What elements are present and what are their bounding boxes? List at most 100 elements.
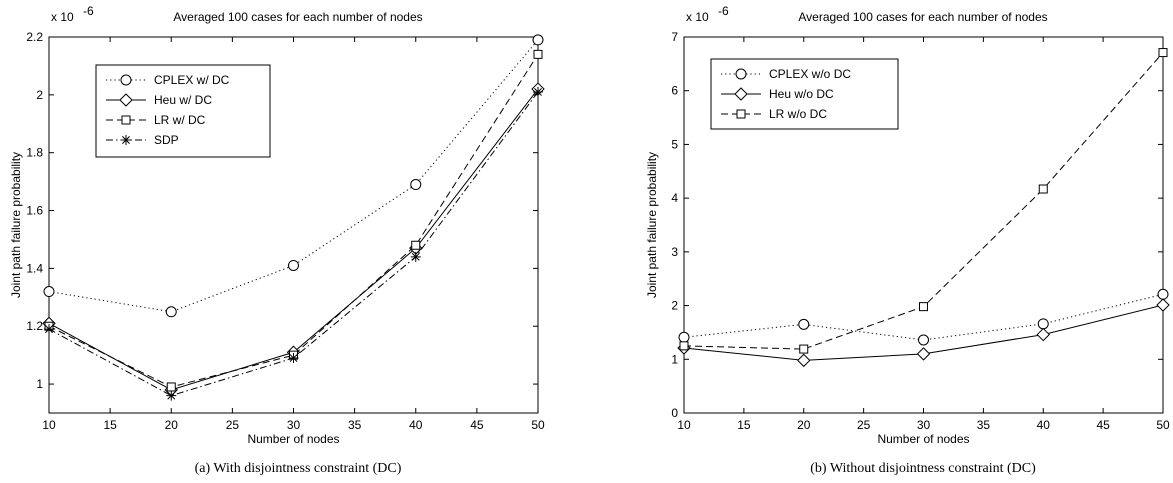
- data-point-cplex-w-o-dc-40: [1037, 318, 1049, 330]
- x-tick-label: 25: [226, 418, 240, 432]
- series-lr-w-o-dc: [679, 48, 1168, 354]
- x-tick-label: 50: [1156, 418, 1170, 432]
- data-point-sdp-50: [533, 86, 543, 97]
- y-axis: 1 1.2 1.4 1.6 1.8 2 2.2: [26, 30, 538, 391]
- y-tick-label: 4: [671, 191, 678, 205]
- data-point-lr-w-o-dc-50: [1158, 48, 1168, 58]
- data-point-cplex-w-o-dc-20: [798, 318, 810, 330]
- x-axis-label: Number of nodes: [247, 432, 339, 446]
- data-point-lr-w-dc-20: [166, 382, 176, 392]
- y-tick-label: 3: [671, 245, 678, 259]
- legend-label: LR w/o DC: [769, 107, 827, 121]
- x-tick-label: 10: [42, 418, 56, 432]
- y-exponent-label: -6: [718, 4, 729, 18]
- x-tick-label: 50: [531, 418, 545, 432]
- legend-marker-cplex-w-o-dc: [735, 68, 747, 80]
- y-tick-label: 2.2: [26, 30, 43, 44]
- legend: CPLEX w/ DC Heu w/ DC LR w/ DC SDP: [95, 64, 271, 158]
- data-point-sdp-30: [288, 353, 299, 364]
- data-point-cplex-w-dc-40: [410, 179, 422, 191]
- x-tick-label: 20: [797, 418, 811, 432]
- x-tick-label: 30: [917, 418, 931, 432]
- legend-label: SDP: [154, 133, 179, 147]
- data-point-lr-w-dc-40: [411, 240, 421, 250]
- legend-label: CPLEX w/ DC: [154, 73, 230, 87]
- x-tick-label: 20: [165, 418, 179, 432]
- y-axis-label: Joint path failure probability: [645, 152, 659, 298]
- y-tick-label: 1: [36, 377, 43, 391]
- data-point-lr-w-o-dc-10: [679, 341, 689, 351]
- legend-label: CPLEX w/o DC: [769, 67, 851, 81]
- y-tick-label: 2: [671, 299, 678, 313]
- data-point-lr-w-o-dc-30: [919, 302, 928, 312]
- figure-caption: (b) Without disjointness constraint (DC): [810, 461, 1036, 476]
- data-point-lr-w-dc-50: [533, 49, 543, 59]
- x-tick-label: 45: [470, 418, 484, 432]
- x-tick-label: 25: [857, 418, 871, 432]
- x-axis-label: Number of nodes: [877, 432, 969, 446]
- y-axis: 0 1 2 3 4 5 6 7: [671, 30, 1163, 420]
- y-exponent-label: -6: [83, 4, 94, 18]
- data-point-sdp-20: [166, 390, 177, 401]
- x-tick-label: 45: [1096, 418, 1110, 432]
- legend: CPLEX w/o DC Heu w/o DC LR w/o DC: [710, 58, 899, 130]
- y-tick-label: 1.4: [26, 261, 43, 275]
- y-tick-label: 1.2: [26, 319, 43, 333]
- series-cplex-w-dc: [43, 34, 544, 318]
- data-point-lr-w-o-dc-20: [799, 344, 809, 354]
- legend-marker-heu-w-o-dc: [734, 87, 748, 101]
- series-sdp: [44, 86, 543, 401]
- data-point-cplex-w-dc-20: [165, 306, 177, 318]
- y-multiplier-label: x 10: [686, 10, 709, 24]
- legend-label: Heu w/o DC: [769, 87, 834, 101]
- x-axis: 10 15 20 25 30 35 40 45 50: [677, 37, 1170, 432]
- y-tick-label: 6: [671, 84, 678, 98]
- legend-marker-heu-w-dc: [119, 93, 133, 107]
- data-point-heu-w-o-dc-40: [1036, 327, 1050, 342]
- chart-title: Averaged 100 cases for each number of no…: [173, 10, 422, 24]
- legend-marker-lr-w-o-dc: [736, 109, 746, 119]
- legend-marker-cplex-w-dc: [120, 74, 132, 86]
- x-tick-label: 10: [677, 418, 691, 432]
- series-line-cplex-w-o-dc: [683, 293, 1164, 341]
- y-tick-label: 7: [671, 30, 678, 44]
- x-tick-label: 15: [737, 418, 751, 432]
- data-point-cplex-w-dc-50: [532, 34, 544, 46]
- data-point-cplex-w-o-dc-30: [918, 334, 929, 346]
- y-tick-label: 1.6: [26, 204, 43, 218]
- data-point-heu-w-o-dc-20: [797, 353, 811, 368]
- data-point-heu-w-o-dc-50: [1156, 298, 1170, 312]
- data-point-sdp-10: [44, 324, 54, 335]
- legend-marker-lr-w-dc: [121, 115, 131, 125]
- data-point-sdp-40: [410, 251, 421, 262]
- chart-title: Averaged 100 cases for each number of no…: [798, 10, 1047, 24]
- x-tick-label: 30: [287, 418, 301, 432]
- series-heu-w-o-dc: [677, 298, 1170, 368]
- data-point-cplex-w-dc-30: [288, 259, 299, 271]
- legend-marker-sdp: [121, 135, 131, 145]
- series-line-lr-w-dc: [48, 54, 539, 388]
- legend-label: Heu w/ DC: [154, 93, 212, 107]
- x-tick-label: 40: [1037, 418, 1051, 432]
- y-tick-label: 2: [36, 88, 43, 102]
- data-point-heu-w-o-dc-30: [916, 347, 931, 361]
- x-tick-label: 35: [977, 418, 991, 432]
- data-point-lr-w-o-dc-40: [1038, 184, 1048, 194]
- x-tick-label: 35: [348, 418, 362, 432]
- y-tick-label: 0: [671, 406, 678, 420]
- x-axis: 10 15 20 25 30 35 40 45 50: [42, 37, 545, 432]
- y-tick-label: 1.8: [26, 146, 43, 160]
- x-tick-label: 15: [103, 418, 117, 432]
- x-tick-label: 40: [409, 418, 423, 432]
- y-tick-label: 1: [671, 352, 678, 366]
- chart-panel-a: 10 15 20 25 30 35 40 45 50 1 1.2 1.4 1.6 1.8 2 2.2 x 10-…: [9, 4, 545, 476]
- y-axis-label: Joint path failure probability: [9, 152, 23, 298]
- y-multiplier-label: x 10: [51, 10, 74, 24]
- data-point-cplex-w-dc-10: [43, 286, 55, 298]
- y-tick-label: 5: [671, 137, 678, 151]
- legend-label: LR w/ DC: [154, 113, 206, 127]
- figure-caption: (a) With disjointness constraint (DC): [195, 461, 402, 476]
- data-point-cplex-w-o-dc-10: [678, 331, 690, 343]
